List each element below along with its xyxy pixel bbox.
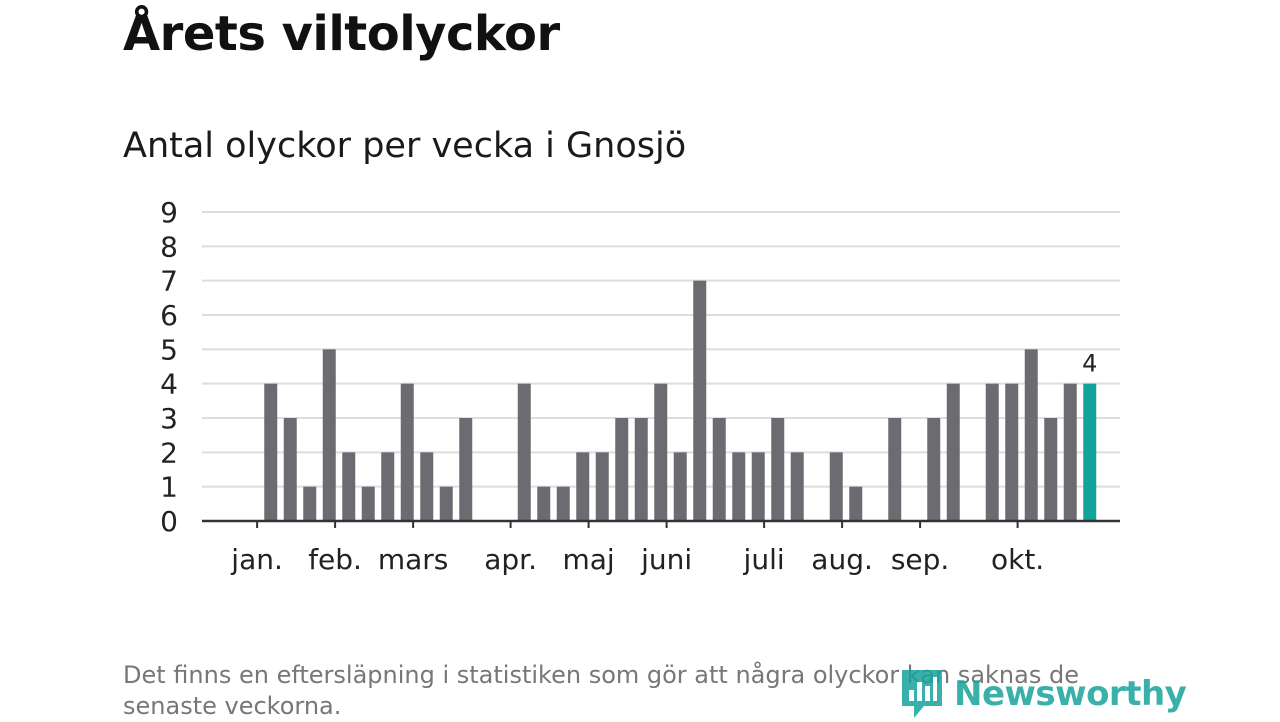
bar <box>946 383 960 521</box>
bar <box>673 452 687 521</box>
data-label-latest: 4 <box>1082 350 1097 378</box>
bar <box>1005 383 1019 521</box>
y-tick-label: 5 <box>160 333 178 366</box>
bar <box>1044 418 1058 521</box>
y-tick-label: 8 <box>160 230 178 263</box>
newsworthy-logo: Newsworthy <box>900 668 1187 720</box>
chart-subtitle: Antal olyckor per vecka i Gnosjö <box>123 126 687 166</box>
bar <box>420 452 434 521</box>
x-month-label: jan. <box>230 543 283 576</box>
bar <box>459 418 473 521</box>
x-month-label: feb. <box>308 543 362 576</box>
bar <box>400 383 414 521</box>
x-month-label: sep. <box>891 543 950 576</box>
bar <box>654 383 668 521</box>
bar <box>829 452 843 521</box>
bar <box>927 418 941 521</box>
bar <box>1024 349 1038 521</box>
bar <box>985 383 999 521</box>
bar <box>790 452 804 521</box>
newsworthy-logo-text: Newsworthy <box>954 674 1187 714</box>
bar <box>264 383 278 521</box>
bar <box>576 452 590 521</box>
bar <box>849 486 863 521</box>
x-axis-month-labels: jan. feb. mars apr. maj juni juli aug. sep. okt. <box>230 543 1044 576</box>
bar <box>751 452 765 521</box>
bar <box>361 486 375 521</box>
bar <box>381 452 395 521</box>
bars <box>264 280 1097 521</box>
x-month-label: maj <box>562 543 614 576</box>
bar <box>303 486 317 521</box>
x-month-label: aug. <box>811 543 873 576</box>
x-axis <box>202 519 1120 528</box>
bar <box>556 486 570 521</box>
y-tick-label: 6 <box>160 299 178 332</box>
y-tick-label: 1 <box>160 471 178 504</box>
bar <box>732 452 746 521</box>
y-tick-label: 4 <box>160 368 178 401</box>
chart-title: Årets viltolyckor <box>123 6 560 62</box>
bar <box>888 418 902 521</box>
bar-highlight <box>1083 383 1097 521</box>
y-tick-label: 7 <box>160 265 178 298</box>
bar <box>517 383 531 521</box>
bar <box>693 280 707 521</box>
y-tick-label: 9 <box>160 196 178 229</box>
bar <box>342 452 356 521</box>
y-tick-label: 2 <box>160 436 178 469</box>
x-month-label: mars <box>378 543 449 576</box>
x-month-label: juli <box>743 543 785 576</box>
bar <box>771 418 785 521</box>
y-tick-label: 3 <box>160 402 178 435</box>
x-month-label: juni <box>640 543 692 576</box>
newsworthy-logo-icon <box>902 670 942 718</box>
bar <box>595 452 609 521</box>
bar <box>1063 383 1077 521</box>
bar <box>537 486 551 521</box>
bar <box>439 486 453 521</box>
bar <box>322 349 336 521</box>
x-month-label: apr. <box>484 543 537 576</box>
x-month-label: okt. <box>991 543 1044 576</box>
bar <box>712 418 726 521</box>
bar <box>615 418 629 521</box>
bar <box>283 418 297 521</box>
y-tick-label: 0 <box>160 505 178 538</box>
data-labels: 4 <box>1082 350 1097 378</box>
bar <box>634 418 648 521</box>
